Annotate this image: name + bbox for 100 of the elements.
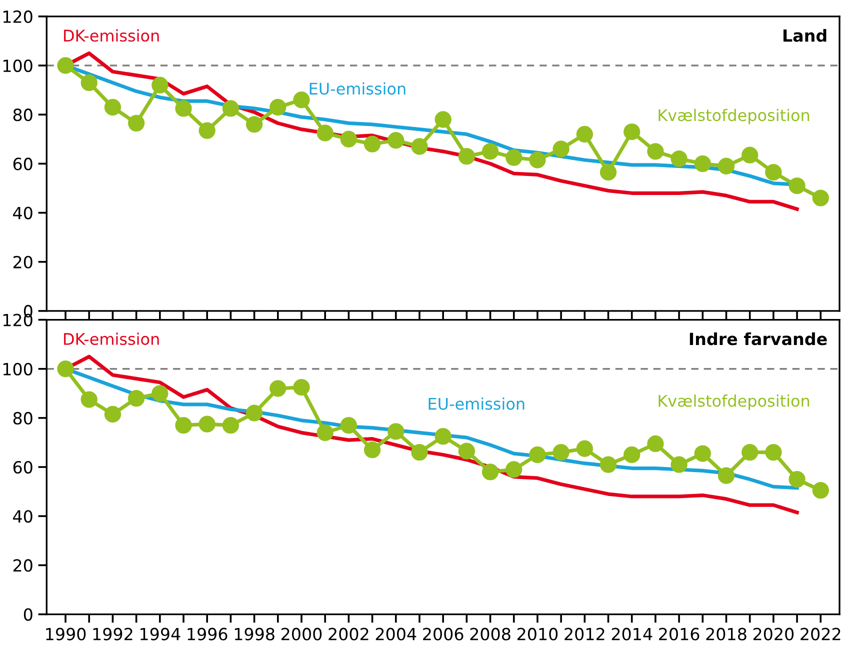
x-tick-label: 1990 [46,628,86,640]
point [80,74,98,92]
series-label: EU-emission [310,82,406,95]
point [388,132,404,149]
point [506,149,522,166]
point [198,122,216,139]
point [57,57,74,74]
point [246,116,263,133]
point [670,150,688,168]
y-tick-label: 80 [13,108,32,122]
point [742,444,758,461]
point [458,148,476,165]
point [152,76,168,94]
x-tick-label: 1998 [234,628,274,640]
point [812,482,829,499]
point [765,164,782,181]
series-label: Kvælstofdeposition [658,108,810,124]
y-tick-label: 80 [13,412,32,425]
point [270,98,286,116]
point [624,123,640,140]
y-tick-label: 120 [3,10,32,23]
x-tick-label: 2016 [659,628,700,640]
point [458,442,476,460]
y-tick-label: 20 [13,559,32,572]
point [718,467,735,484]
point [222,100,240,117]
point [482,464,499,480]
point [316,424,334,442]
y-tick-label: 40 [13,206,32,220]
point [434,111,452,128]
point [600,164,617,181]
x-tick-label: 2012 [564,628,604,640]
point [340,416,358,434]
point [293,92,310,108]
x-tick-label: 2002 [328,628,368,640]
x-tick-label: 1996 [188,628,228,640]
x-tick-label: 2010 [517,628,558,640]
y-tick-label: 60 [13,158,32,170]
text: Land [783,28,826,42]
y-tick-label: 40 [13,510,32,523]
text: Indre farvande [690,332,827,346]
point [104,98,122,116]
point [293,378,310,396]
x-tick-label: 2000 [282,628,322,640]
point [576,126,593,143]
y-tick-label: 20 [13,256,32,268]
x-tick-label: 1994 [140,628,180,640]
point [364,442,381,458]
point [57,360,74,378]
point [647,435,664,452]
point [788,470,806,488]
point [765,444,782,461]
point [152,385,168,402]
point [316,124,334,142]
x-tick-label: 2020 [753,628,794,640]
point [647,143,664,160]
point [222,416,240,434]
y-tick-label: 60 [13,461,32,474]
point [175,100,192,117]
point [340,130,358,148]
x-tick-label: 2004 [376,628,416,640]
point [812,190,829,206]
point [80,391,98,408]
x-tick-label: 2006 [423,628,464,640]
series-label: EU-emission [428,397,524,410]
point [718,158,735,174]
x-tick-label: 2008 [470,628,510,640]
point [411,444,428,461]
x-tick-label: 2022 [800,628,840,640]
y-tick-label: 100 [3,362,32,376]
point [198,416,216,432]
point [694,155,711,172]
point [529,152,546,168]
point [576,440,593,457]
point [670,456,688,473]
y-tick-label: 100 [3,59,32,72]
series-label: Kvælstofdeposition [658,394,810,410]
point [434,428,452,445]
point [529,446,546,464]
point [104,406,122,423]
x-tick-label: 2018 [706,628,746,640]
point [364,136,381,152]
point [694,445,711,462]
point [552,140,570,158]
point [246,404,263,422]
point [788,177,806,194]
point [552,444,570,461]
point [388,423,404,440]
series-label: DK-emission [64,29,159,42]
point [128,114,145,132]
point [175,416,192,434]
point [624,446,640,464]
point [411,138,428,155]
point [270,380,286,397]
x-tick-label: 2014 [612,628,652,640]
point [600,456,617,473]
series-label: DK-emission [64,332,159,346]
y-tick-label: 0 [24,608,32,621]
x-tick-label: 1992 [93,628,132,640]
point [506,461,522,478]
